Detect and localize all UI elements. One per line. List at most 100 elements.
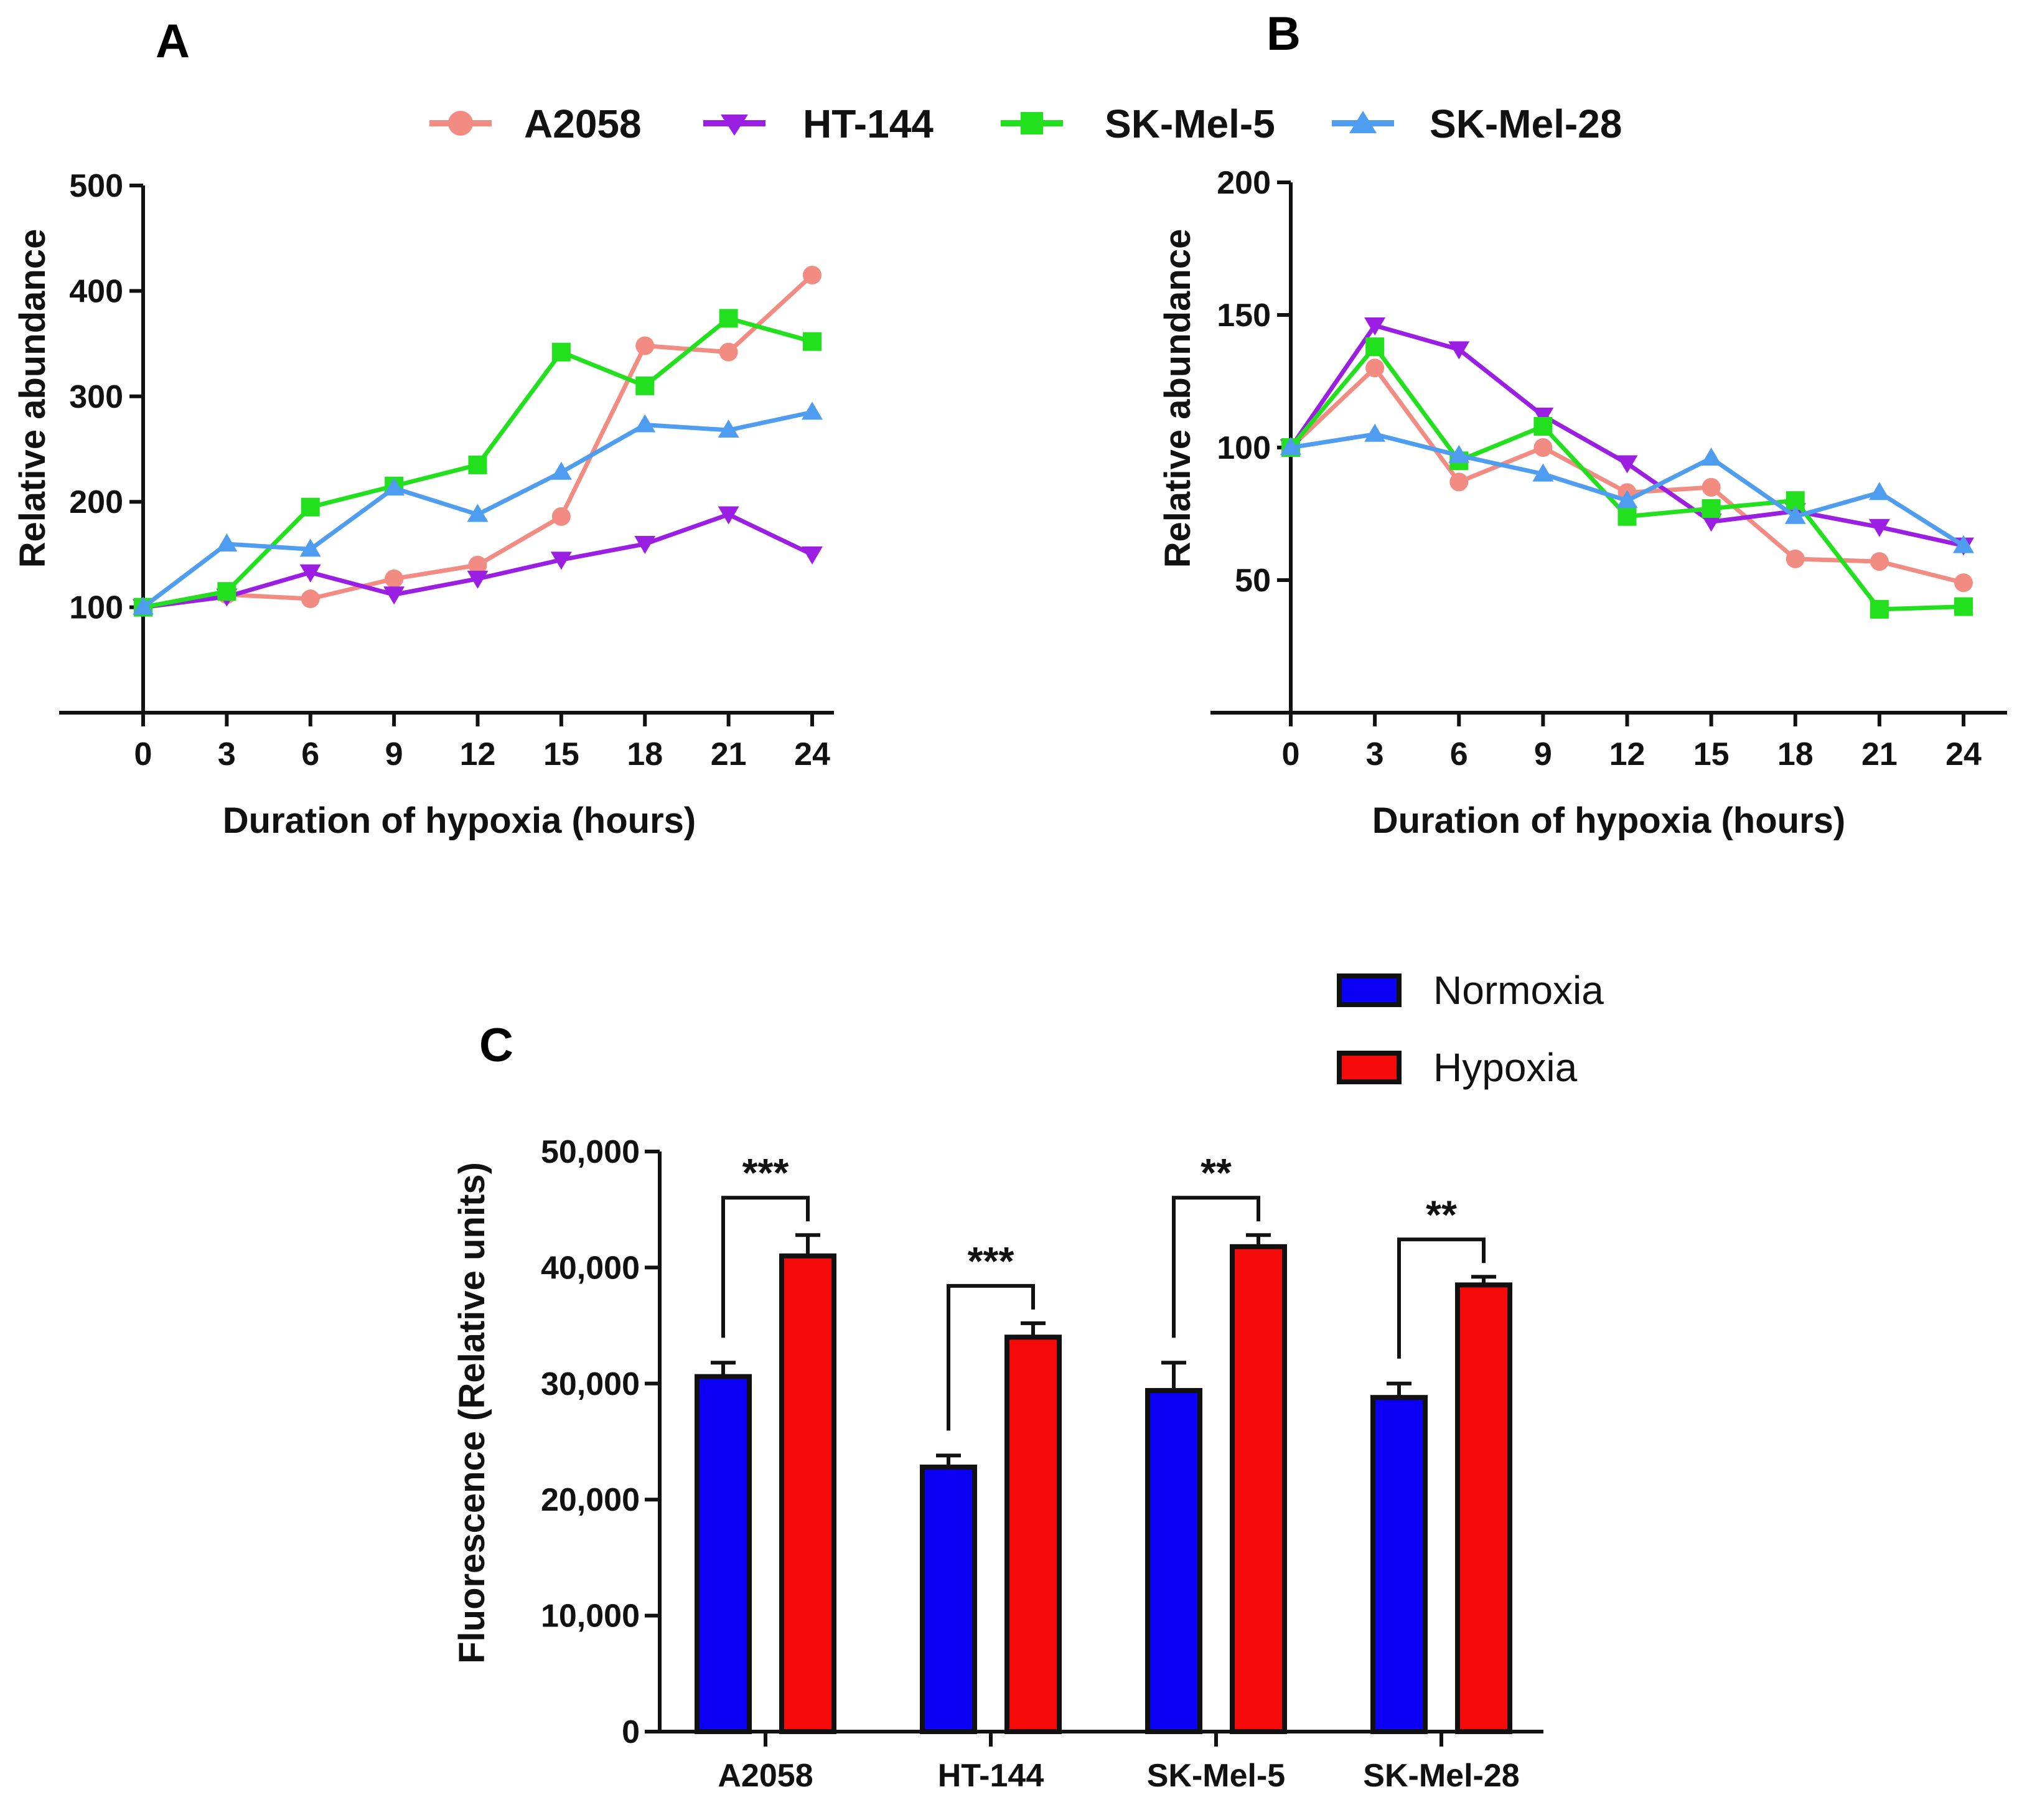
panel-a-point-skmel28 [802,401,823,420]
panel-b-series-line-a2058 [1289,365,1964,585]
significance-label-a2058: *** [742,1150,789,1195]
panel-a-point-skmel28 [133,596,154,615]
panel-c-y-tick-label: 50,000 [541,1134,640,1170]
panel-c-y-tick-label: 40,000 [541,1250,640,1286]
legend-marker-a2058 [448,111,473,136]
panel-a-point-a2058 [635,336,655,355]
panel-a-point-skmel28 [216,533,238,551]
panel-c-x-tick-label: HT-144 [938,1758,1044,1794]
significance-label-skmel28: ** [1426,1192,1457,1237]
panel-a-point-ht144 [550,551,572,570]
panel-b-point-skmel28 [1700,448,1722,466]
panel-a-point-a2058 [551,507,571,526]
bar-legend: Normoxia Hypoxia [1337,968,1604,1090]
legend-item-skmel5: SK-Mel-5 [1001,101,1275,146]
panel-a-point-skmel28 [718,420,739,438]
legend-label-a2058: A2058 [524,101,642,146]
significance-bracket-a2058 [721,1196,810,1338]
panel-a-point-a2058 [719,342,738,362]
panel-a-point-skmel5 [803,332,822,351]
legend-swatch-normoxia [1337,973,1402,1007]
panel-b-x-tick-label: 9 [1534,736,1552,772]
panel-a-point-skmel28 [383,477,405,496]
legend-marker-skmel28 [1349,111,1377,133]
panel-b-point-ht144 [1700,514,1722,532]
panel-a-point-ht144 [299,564,321,583]
panel-b-point-skmel5 [1617,507,1637,526]
panel-b-point-a2058 [1533,438,1553,457]
panel-c-bar-chart: Fluorescence (Relative units) Normoxia H… [452,968,1604,1794]
panel-a-x-tick-label: 24 [794,736,830,772]
panel-a-point-ht144 [467,570,489,589]
line-legend: A2058 HT-144 SK-Mel-5 SK-Mel-28 [429,101,1622,146]
panel-a-point-a2058 [803,265,822,284]
panel-b-point-skmel28 [1616,490,1638,509]
panel-b-y-tick-label: 50 [1235,563,1271,599]
panel-a-x-tick-label: 6 [301,736,319,772]
legend-marker-skmel5 [1021,112,1043,134]
legend-item-skmel28: SK-Mel-28 [1332,101,1622,146]
panel-a-x-tick-label: 21 [711,736,747,772]
panel-b-point-a2058 [1365,359,1385,378]
bar-hypoxia-skmel5 [1230,1244,1287,1734]
panel-b-x-tick-label: 12 [1609,736,1645,772]
bar-normoxia-ht144 [920,1465,977,1735]
panel-b-x-tick-label: 18 [1777,736,1814,772]
bar-normoxia-skmel28 [1370,1395,1428,1734]
panel-a-point-ht144 [634,535,656,554]
panel-a-y-tick-label: 100 [69,590,123,626]
panel-a-point-a2058 [468,555,487,575]
panel-c-x-tick-label: A2058 [718,1758,813,1794]
panel-a-point-ht144 [718,506,739,525]
panel-c-x-tick-label: SK-Mel-28 [1363,1758,1519,1794]
significance-label-skmel5: ** [1201,1150,1232,1195]
panel-b-point-skmel28 [1868,482,1890,500]
panel-a-y-tick-label: 500 [69,168,123,204]
panel-b-y-tick-label: 150 [1217,298,1271,334]
panel-b-y-tick-label: 100 [1217,430,1271,466]
panel-b-point-skmel5 [1365,337,1385,357]
panel-b-point-ht144 [1364,317,1386,336]
panel-c-y-tick-label: 0 [622,1714,640,1750]
panel-a-x-tick-label: 0 [134,736,152,772]
panel-b-point-skmel5 [1954,597,1973,616]
panel-a-x-axis-title: Duration of hypoxia (hours) [223,800,696,841]
panel-b-x-axis-title: Duration of hypoxia (hours) [1372,800,1845,841]
panel-b-y-axis-title: Relative abundance [1158,229,1198,568]
panel-b-x-tick-label: 15 [1693,736,1730,772]
legend-label-hypoxia: Hypoxia [1433,1045,1578,1090]
panel-b-point-skmel5 [1533,416,1553,436]
panel-a-point-a2058 [385,569,404,588]
panel-b-point-skmel28 [1784,505,1806,524]
panel-c-x-tick-label: SK-Mel-5 [1147,1758,1285,1794]
panel-a-point-skmel28 [634,414,656,433]
panel-a-y-tick-label: 400 [69,273,123,309]
panel-b-x-tick-label: 21 [1861,736,1898,772]
panel-c-y-tick-label: 10,000 [541,1598,640,1635]
panel-a-point-ht144 [383,586,405,605]
legend-label-skmel5: SK-Mel-5 [1105,101,1275,146]
panel-label-a: A [156,15,190,68]
panel-b-x-tick-label: 0 [1282,736,1300,772]
panel-b-point-skmel28 [1532,463,1554,482]
panel-a-y-tick-label: 200 [69,484,123,520]
panel-a-point-skmel28 [299,538,321,557]
legend-label-ht144: HT-144 [803,101,934,146]
significance-label-ht144: *** [968,1239,1014,1283]
panel-a-point-skmel5 [551,342,571,362]
panel-b-point-skmel28 [1364,423,1386,442]
panel-a-point-skmel5 [217,582,236,601]
bar-normoxia-skmel5 [1145,1387,1202,1734]
panel-b-point-ht144 [1616,455,1638,474]
panel-b-x-tick-label: 3 [1366,736,1384,772]
panel-b-y-tick-label: 200 [1217,165,1271,201]
bar-hypoxia-ht144 [1004,1335,1062,1734]
panel-c-y-tick-label: 20,000 [541,1482,640,1518]
panel-a-x-tick-label: 3 [218,736,236,772]
panel-a-x-tick-label: 9 [385,736,403,772]
legend-item-a2058: A2058 [429,101,642,146]
panel-b-point-skmel5 [1702,499,1721,518]
legend-swatch-hypoxia [1337,1051,1402,1084]
panel-b-point-a2058 [1786,549,1805,568]
